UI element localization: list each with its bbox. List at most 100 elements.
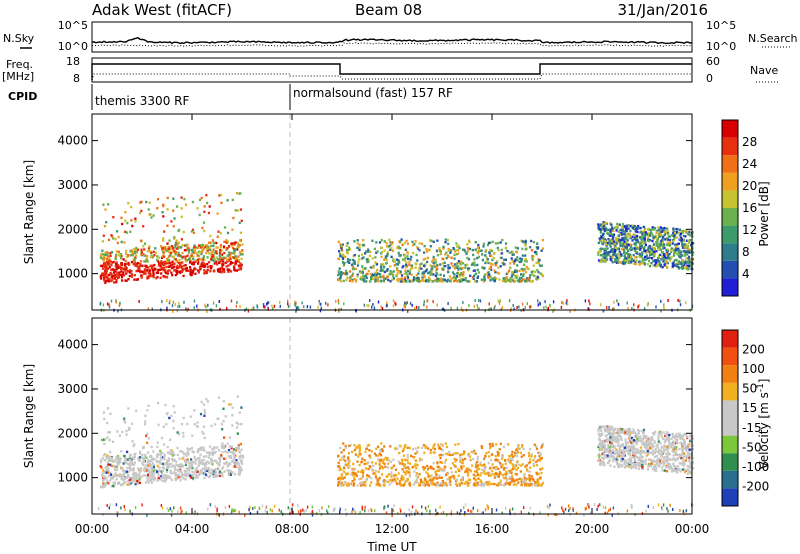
- data-cell: [692, 251, 695, 254]
- data-cell: [525, 279, 528, 282]
- data-cell: [204, 263, 207, 266]
- data-cell: [688, 258, 691, 261]
- data-cell: [183, 249, 186, 252]
- data-cell: [188, 468, 191, 471]
- ground-cell: [373, 306, 376, 310]
- data-cell: [162, 239, 165, 242]
- data-cell: [159, 268, 162, 272]
- data-cell: [370, 468, 373, 471]
- data-cell: [657, 226, 660, 229]
- data-cell: [456, 266, 459, 269]
- data-cell: [616, 431, 619, 434]
- data-cell: [107, 255, 110, 258]
- data-cell: [675, 258, 678, 262]
- data-cell: [337, 455, 340, 458]
- data-cell: [235, 258, 238, 261]
- data-cell: [509, 262, 512, 265]
- data-cell: [409, 258, 412, 261]
- data-cell: [133, 274, 136, 277]
- data-cell: [525, 464, 528, 467]
- data-cell: [396, 477, 399, 480]
- data-cell: [168, 247, 171, 250]
- data-cell: [149, 479, 153, 482]
- data-cell: [135, 254, 138, 257]
- data-cell: [486, 483, 489, 486]
- data-cell: [116, 455, 120, 458]
- data-cell: [494, 459, 497, 462]
- data-cell: [436, 483, 439, 486]
- data-cell: [372, 264, 375, 268]
- data-cell: [466, 482, 469, 485]
- data-cell: [180, 463, 183, 466]
- data-cell: [236, 246, 239, 250]
- data-cell: [485, 249, 488, 252]
- data-cell: [148, 464, 152, 467]
- data-cell: [636, 227, 639, 230]
- data-cell: [375, 241, 378, 244]
- ground-cell: [617, 303, 620, 306]
- data-cell: [491, 442, 494, 446]
- data-cell: [611, 451, 614, 454]
- data-cell: [633, 237, 636, 241]
- data-cell: [392, 260, 395, 263]
- data-cell: [428, 276, 431, 279]
- data-cell: [368, 484, 372, 487]
- data-cell: [644, 436, 647, 440]
- ground-cell: [196, 304, 198, 308]
- data-cell: [368, 449, 371, 452]
- data-cell: [406, 250, 409, 254]
- data-cell: [193, 245, 196, 249]
- data-cell: [359, 271, 362, 274]
- data-cell: [404, 480, 407, 483]
- data-cell: [532, 255, 535, 258]
- data-cell: [400, 484, 403, 487]
- data-cell: [179, 271, 182, 274]
- data-cell: [640, 238, 643, 241]
- data-cell: [173, 249, 176, 252]
- data-cell: [100, 277, 103, 280]
- data-cell: [497, 483, 500, 486]
- data-cell: [646, 257, 649, 260]
- data-cell: [425, 445, 428, 448]
- data-cell: [392, 464, 395, 467]
- data-cell: [630, 248, 633, 252]
- data-cell: [668, 241, 671, 244]
- ground-cell: [529, 305, 531, 309]
- data-cell: [104, 279, 108, 283]
- data-cell: [425, 278, 428, 282]
- data-cell: [655, 250, 658, 253]
- data-cell: [420, 267, 423, 270]
- data-cell: [149, 466, 152, 469]
- data-cell: [423, 477, 426, 480]
- data-cell: [238, 244, 241, 247]
- data-cell: [348, 465, 351, 468]
- data-cell: [442, 484, 446, 487]
- data-cell: [533, 455, 537, 458]
- data-cell: [205, 474, 209, 477]
- data-cell: [166, 462, 169, 466]
- data-cell: [223, 436, 226, 439]
- data-cell: [167, 464, 171, 468]
- data-cell: [679, 237, 682, 241]
- ground-cell: [320, 302, 322, 306]
- ground-cell: [317, 305, 319, 309]
- data-cell: [106, 480, 109, 483]
- data-cell: [366, 474, 369, 477]
- ground-cell: [337, 299, 339, 303]
- data-cell: [461, 476, 464, 480]
- data-cell: [625, 237, 628, 241]
- data-cell: [644, 241, 647, 244]
- data-cell: [131, 254, 135, 257]
- data-cell: [380, 255, 383, 259]
- data-cell: [186, 451, 189, 454]
- data-cell: [447, 242, 450, 246]
- data-cell: [164, 246, 167, 249]
- data-cell: [477, 484, 480, 487]
- data-cell: [430, 270, 433, 273]
- data-cell: [387, 462, 390, 465]
- data-cell: [137, 481, 140, 484]
- data-cell: [460, 277, 463, 281]
- ground-cell: [404, 305, 406, 309]
- data-cell: [641, 240, 644, 243]
- data-cell: [443, 461, 446, 464]
